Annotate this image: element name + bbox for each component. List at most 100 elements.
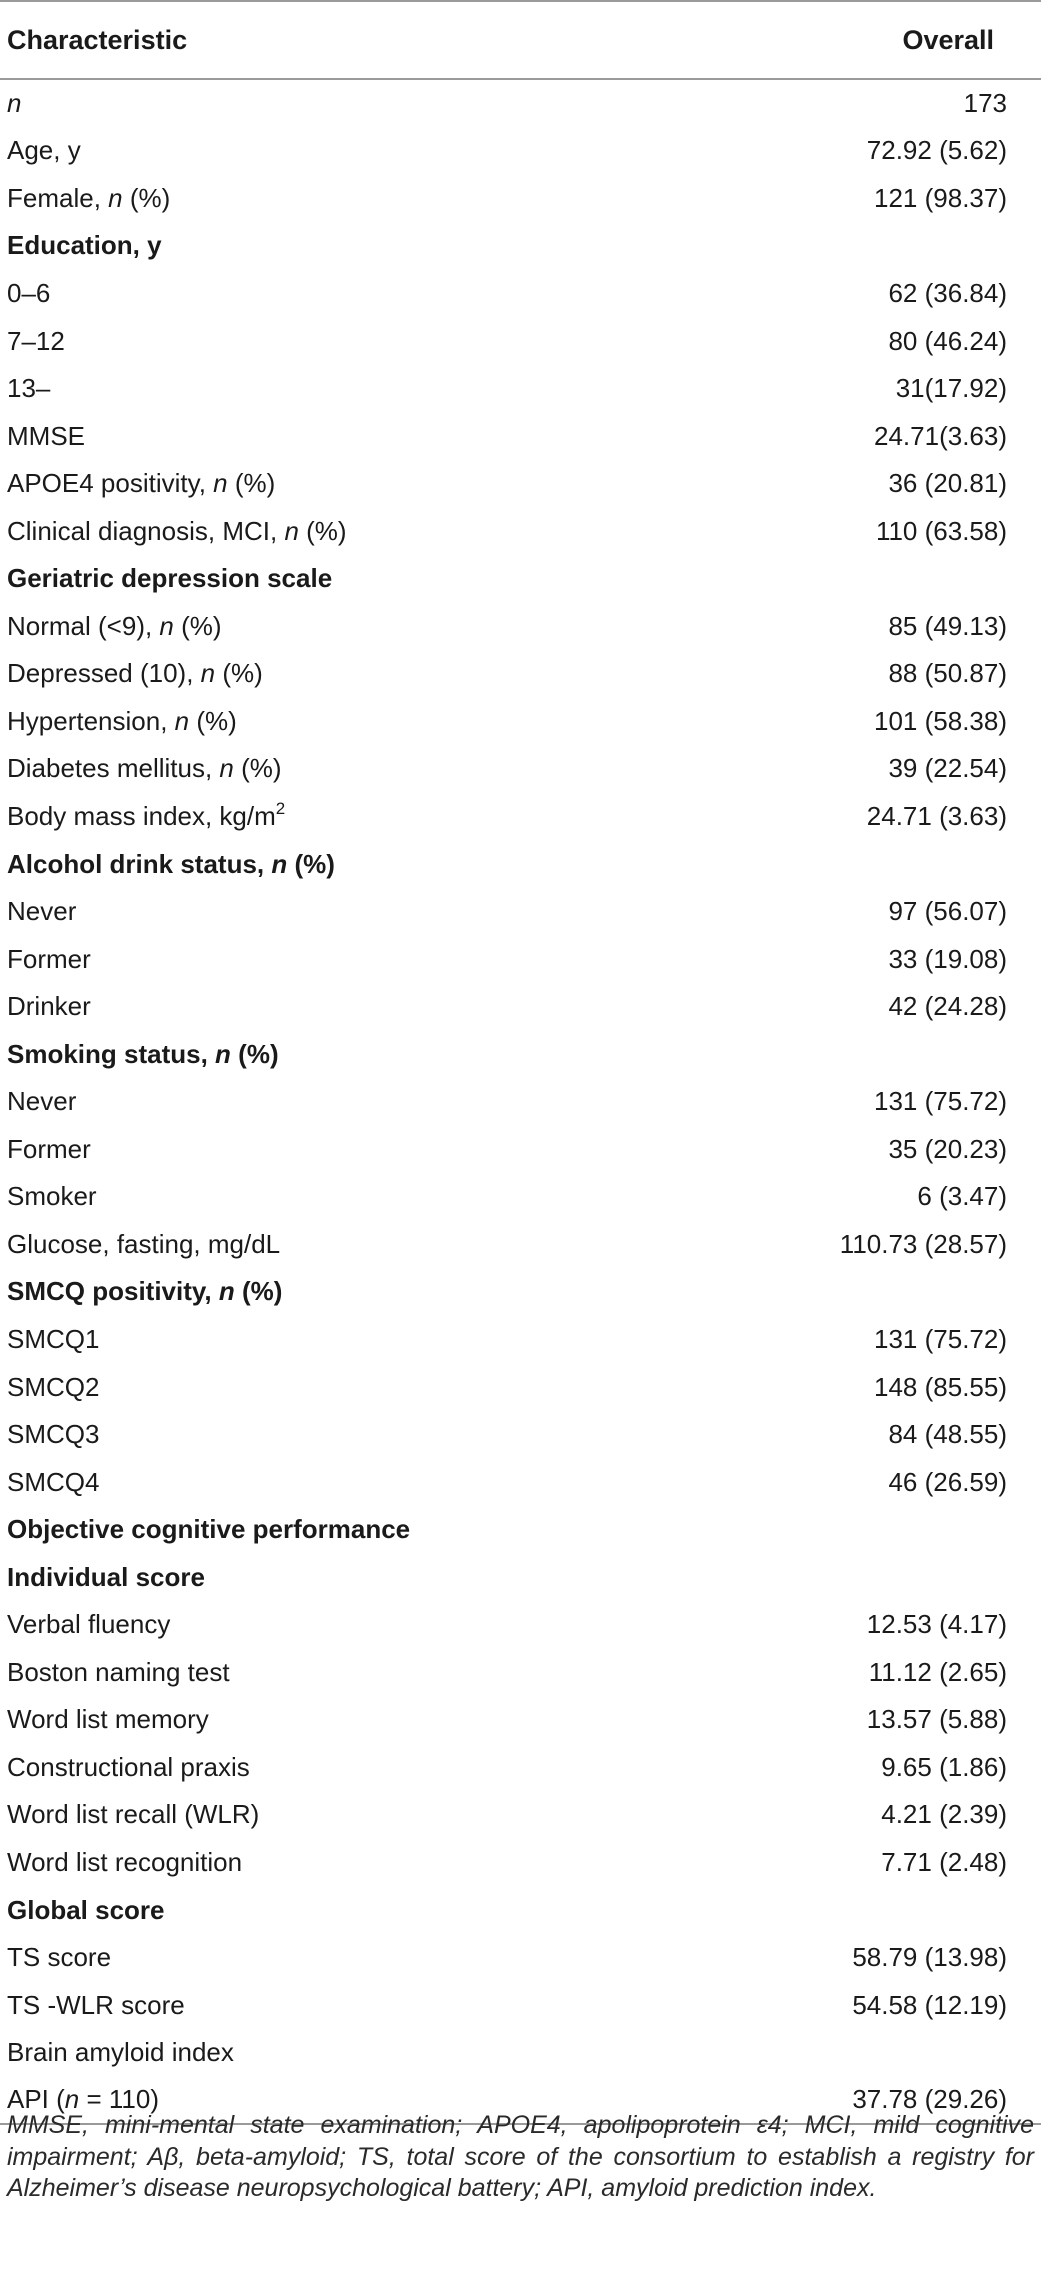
row-label-italic: n [213,468,228,499]
table-row: Never 97 (56.07) [0,887,1041,935]
table-row: Former 35 (20.23) [0,1125,1041,1173]
row-value: 85 (49.13) [888,610,1007,641]
row-label: Glucose, fasting, mg/dL [0,1220,760,1268]
table-section-row: Individual score [0,1553,1041,1601]
header-overall: Overall [902,24,994,55]
row-label: Female, n (%) [0,174,760,222]
row-label-pre: Education, y [7,230,162,261]
row-value: 31(17.92) [895,373,1007,404]
row-label-pre: Constructional praxis [7,1751,250,1782]
row-label-pre: 0–6 [7,277,51,308]
row-value: 11.12 (2.65) [868,1656,1007,1687]
row-label: Boston naming test [0,1648,760,1696]
row-label-pre: 7–12 [7,325,65,356]
row-label-pre: Depressed (10), [7,658,201,689]
row-label: Constructional praxis [0,1743,760,1791]
row-label-pre: Individual score [7,1561,205,1592]
table-row: Boston naming test 11.12 (2.65) [0,1648,1041,1696]
row-label-sup: 2 [275,798,286,818]
table-section-row: Global score [0,1886,1041,1934]
table-row: Word list recognition 7.71 (2.48) [0,1838,1041,1886]
row-label: 13– [0,364,760,412]
row-label: SMCQ2 [0,1363,760,1411]
row-label: Brain amyloid index [0,2028,760,2076]
row-label: Never [0,1077,760,1125]
table-row: Brain amyloid index [0,2028,1041,2076]
row-label-pre: Geriatric depression scale [7,563,333,594]
row-label: Drinker [0,982,760,1030]
row-label: TS score [0,1933,760,1981]
row-label-pre: Never [7,896,77,927]
row-value: 4.21 (2.39) [881,1799,1007,1830]
row-label-pre: MMSE [7,420,85,451]
row-value: 36 (20.81) [888,468,1007,499]
table-section-row: Geriatric depression scale [0,554,1041,602]
row-label: Depressed (10), n (%) [0,650,760,698]
row-label-post: (%) [234,1276,283,1307]
row-label-pre: API ( [7,2084,65,2115]
row-label-pre: Smoking status, [7,1038,216,1069]
row-label-pre: Brain amyloid index [7,2037,234,2068]
table-row: TS score 58.79 (13.98) [0,1933,1041,1981]
table-body: n 173 Age, y 72.92 (5.62) Female, n (%) 121 (… [0,79,1041,2124]
row-label-italic: n [284,515,299,546]
row-label-pre: TS score [7,1942,112,1973]
row-value: 88 (50.87) [888,658,1007,689]
row-label: Diabetes mellitus, n (%) [0,745,760,793]
row-label-pre: 13– [7,373,51,404]
row-label-italic: n [215,1038,231,1069]
row-value: 110.73 (28.57) [839,1228,1007,1259]
table-row: API (n = 110) 37.78 (29.26) [0,2076,1041,2124]
table-row: 7–12 80 (46.24) [0,317,1041,365]
row-label-pre: Boston naming test [7,1656,230,1687]
row-value: 173 [963,88,1007,119]
row-label: Former [0,1125,760,1173]
row-label-pre: Smoker [7,1181,97,1212]
row-value [760,1505,1041,1553]
row-value: 37.78 (29.26) [852,2084,1007,2115]
row-label-pre: Hypertension, [7,705,175,736]
row-label: Age, y [0,127,760,175]
table-row: APOE4 positivity, n (%) 36 (20.81) [0,459,1041,507]
row-label: SMCQ positivity, n (%) [0,1268,760,1316]
table-row: 0–6 62 (36.84) [0,269,1041,317]
row-label-pre: SMCQ4 [7,1466,100,1497]
row-value: 54.58 (12.19) [852,1989,1007,2020]
table-section-row: Smoking status, n (%) [0,1030,1041,1078]
table-row: Hypertension, n (%) 101 (58.38) [0,697,1041,745]
row-value: 62 (36.84) [888,277,1007,308]
row-label-italic: n [7,88,22,119]
row-label: APOE4 positivity, n (%) [0,459,760,507]
row-label-post: (%) [215,658,263,689]
row-label: Global score [0,1886,760,1934]
row-label: SMCQ3 [0,1410,760,1458]
row-label-post: (%) [122,182,171,213]
row-label-pre: SMCQ positivity, [7,1276,219,1307]
row-value [760,1268,1041,1316]
row-label-pre: Verbal fluency [7,1609,171,1640]
table-section-row: Education, y [0,222,1041,270]
row-label-italic: n [108,182,123,213]
row-value: 13.57 (5.88) [866,1704,1007,1735]
row-label-pre: Objective cognitive performance [7,1514,411,1545]
row-label-pre: Female, [7,182,109,213]
row-label-post: (%) [227,468,276,499]
row-value: 110 (63.58) [875,515,1007,546]
row-value: 131 (75.72) [874,1323,1007,1354]
row-label-pre: Word list memory [7,1704,209,1735]
row-label: Alcohol drink status, n (%) [0,840,760,888]
row-label-pre: Former [7,1133,91,1164]
row-label-pre: APOE4 positivity, [7,468,214,499]
row-label: Objective cognitive performance [0,1505,760,1553]
row-label-pre: Word list recall (WLR) [7,1799,260,1830]
table-row: SMCQ1 131 (75.72) [0,1315,1041,1363]
table-row: Diabetes mellitus, n (%) 39 (22.54) [0,745,1041,793]
table-row: Normal (<9), n (%) 85 (49.13) [0,602,1041,650]
table-row: Drinker 42 (24.28) [0,982,1041,1030]
row-label-post: (%) [287,848,335,879]
row-label: Body mass index, kg/m2 [0,792,760,840]
row-value: 46 (26.59) [888,1466,1007,1497]
row-value: 39 (22.54) [888,753,1007,784]
row-value [760,1886,1041,1934]
row-value: 24.71 (3.63) [866,800,1007,831]
